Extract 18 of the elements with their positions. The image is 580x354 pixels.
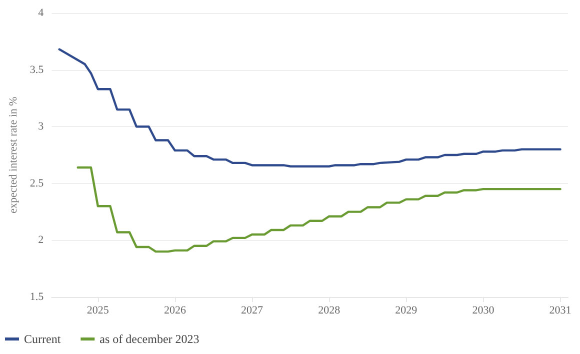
x-tick-label: 2029 [395,304,418,316]
legend-label: as of december 2023 [100,332,200,346]
line-series [76,166,562,253]
x-tick-label: 2026 [164,304,186,316]
y-axis-title: expected interest rate in % [8,96,20,214]
x-tick-label: 2028 [318,304,341,316]
y-tick-label: 4 [38,7,44,19]
line-series [58,48,562,168]
y-tick-label: 2 [38,234,44,246]
y-tick-label: 1.5 [30,291,44,303]
y-tick-label: 3 [38,120,44,133]
x-tick-label: 2027 [241,304,264,316]
x-tick-label: 2025 [86,304,110,316]
y-tick-label: 3.5 [30,64,44,76]
y-tick-label: 2.5 [30,177,44,190]
x-tick-label: 2031 [549,304,572,316]
x-tick-label: 2030 [472,304,495,316]
legend-label: Current [24,332,62,346]
